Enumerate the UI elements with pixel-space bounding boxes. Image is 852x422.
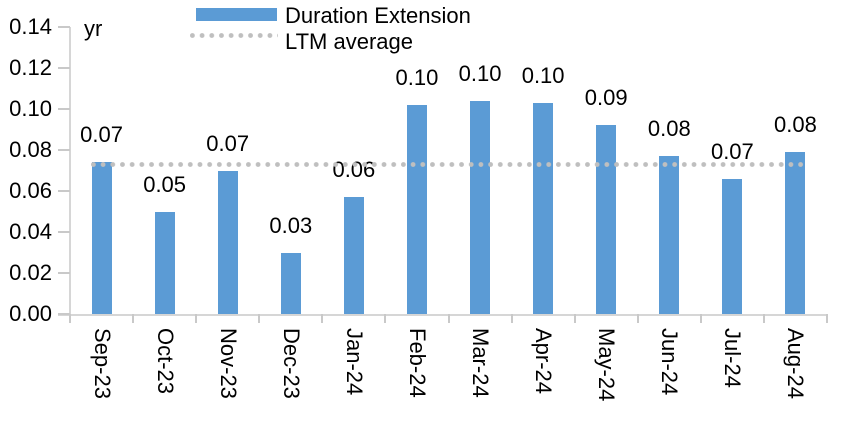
x-axis-label: Oct-23: [152, 328, 178, 395]
bar-nov-23: [217, 170, 238, 314]
x-axis-tick: [132, 314, 135, 323]
x-axis-label: Nov-23: [215, 328, 241, 399]
bar-value-label: 0.09: [584, 85, 628, 111]
y-axis-tick-label: 0.14: [9, 14, 52, 39]
x-axis-label: Jun-24: [657, 328, 683, 396]
y-axis-tick: [58, 26, 70, 28]
legend-label-ltm-average: LTM average: [285, 29, 413, 54]
y-axis-tick-label: 0.10: [9, 96, 52, 121]
x-axis-tick: [762, 314, 765, 323]
bar-value-label: 0.07: [206, 130, 250, 156]
y-axis-tick: [58, 149, 70, 151]
x-axis-label: Aug-24: [783, 328, 809, 399]
y-axis-unit-label: yr: [84, 16, 103, 41]
bar-value-label: 0.03: [269, 212, 313, 238]
bar-jul-24: [722, 178, 743, 314]
bar-value-label: 0.08: [647, 116, 691, 142]
x-axis-label: Feb-24: [404, 328, 430, 398]
bar-mar-24: [470, 100, 491, 314]
bar-oct-23: [154, 211, 175, 314]
x-axis-label: Dec-23: [278, 328, 304, 399]
y-axis-tick-label: 0.02: [9, 260, 52, 285]
x-axis-tick: [69, 314, 71, 323]
bar-value-label: 0.10: [458, 60, 502, 86]
x-axis-line: [58, 314, 828, 316]
x-axis-tick: [573, 314, 576, 323]
y-axis-tick: [58, 108, 70, 110]
bar-apr-24: [533, 102, 554, 314]
bar-feb-24: [406, 104, 427, 314]
y-axis-tick: [58, 67, 70, 69]
legend-swatch-dotted-line-icon: [190, 33, 278, 38]
y-axis-tick: [58, 231, 70, 233]
y-axis-tick: [58, 190, 70, 192]
x-axis-label: Sep-23: [89, 328, 115, 399]
x-axis-label: Jul-24: [720, 328, 746, 388]
y-axis-tick-label: 0.04: [9, 219, 52, 244]
x-axis-tick: [258, 314, 261, 323]
bar-value-label: 0.07: [710, 138, 754, 164]
y-axis-tick-label: 0.08: [9, 137, 52, 162]
x-axis-tick: [636, 314, 639, 323]
y-axis-tick-label: 0.06: [9, 178, 52, 203]
y-axis-tick: [58, 313, 70, 315]
bar-sep-23: [91, 162, 112, 314]
y-axis-line: [69, 27, 71, 316]
x-axis-tick: [447, 314, 450, 323]
legend-swatch-bar-icon: [196, 8, 277, 21]
x-axis-tick: [384, 314, 387, 323]
bar-jun-24: [659, 156, 680, 314]
bar-value-label: 0.05: [143, 171, 187, 197]
bar-value-label: 0.10: [395, 64, 439, 90]
x-axis-label: Apr-24: [531, 328, 557, 395]
x-axis-tick: [195, 314, 198, 323]
legend-label-duration-extension: Duration Extension: [285, 3, 471, 28]
bar-aug-24: [785, 152, 806, 314]
ltm-average-line: [91, 162, 806, 168]
y-axis-tick-label: 0.00: [9, 301, 52, 326]
x-axis-label: Mar-24: [468, 328, 494, 398]
x-axis-tick: [826, 314, 828, 323]
bar-value-label: 0.06: [332, 157, 376, 183]
x-axis-label: Jan-24: [341, 328, 367, 396]
bar-value-label: 0.08: [774, 112, 817, 138]
bar-value-label: 0.10: [521, 62, 565, 88]
x-axis-tick: [510, 314, 513, 323]
bar-may-24: [596, 125, 617, 314]
bar-value-label: 0.07: [80, 122, 123, 148]
y-axis-tick-label: 0.12: [9, 55, 52, 80]
x-axis-tick: [321, 314, 324, 323]
bar-dec-23: [280, 252, 301, 314]
x-axis-label: May-24: [594, 328, 620, 402]
bar-jan-24: [343, 197, 364, 314]
y-axis-tick: [58, 272, 70, 274]
x-axis-tick: [699, 314, 702, 323]
